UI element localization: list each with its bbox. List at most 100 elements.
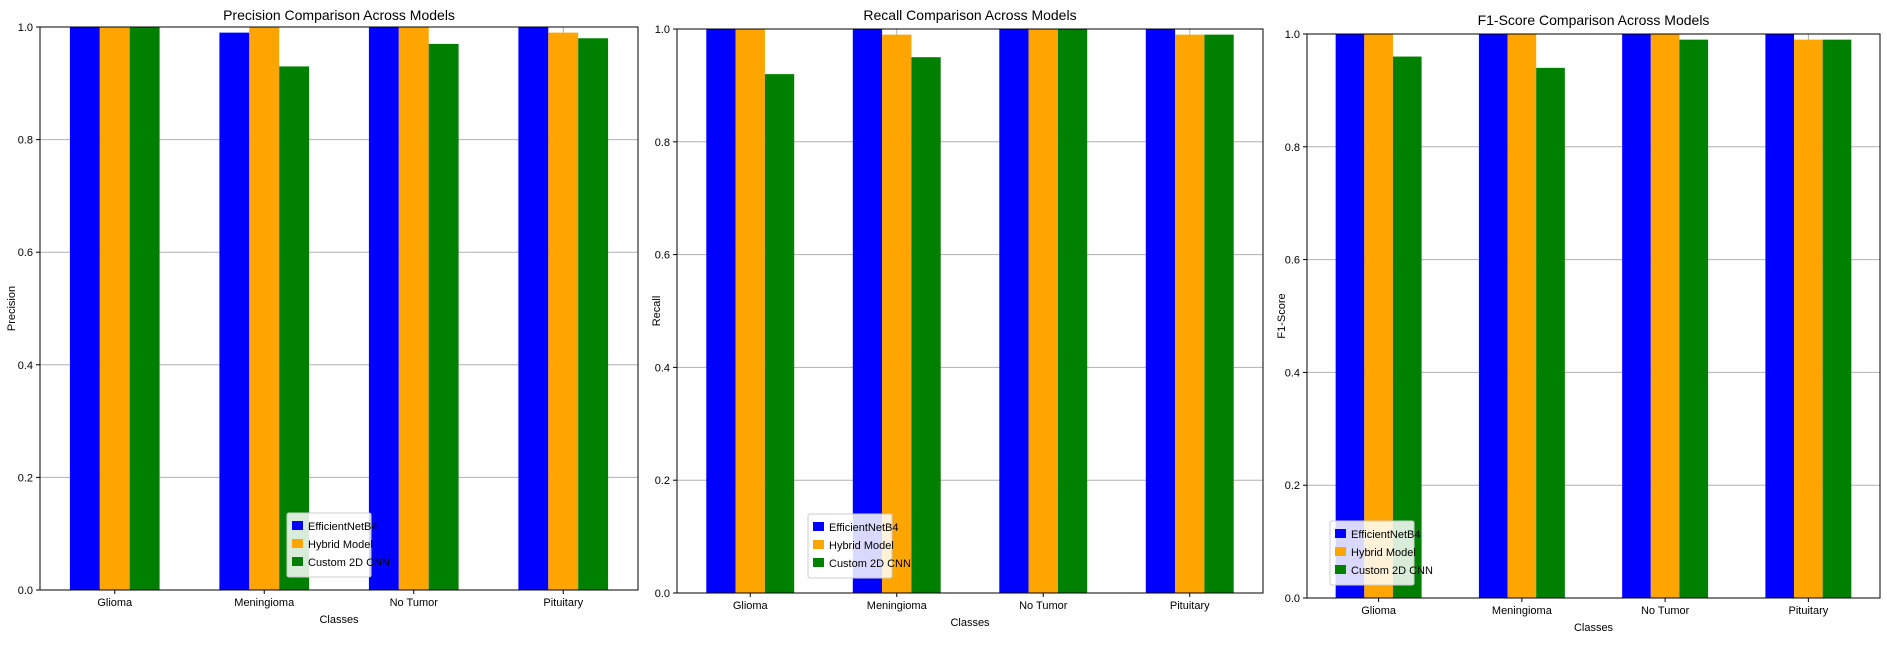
bar-efficientnetb4-no-tumor: [1622, 34, 1651, 598]
x-tick-label: Meningioma: [234, 597, 295, 609]
bar-custom-2d-cnn-glioma: [764, 74, 795, 594]
x-tick-label: Glioma: [733, 600, 769, 612]
y-tick-label: 0.8: [655, 137, 670, 149]
bar-efficientnetb4-glioma: [69, 27, 100, 590]
recall-chart: 0.0 0.2 0.4 0.6 0.8 1.0 Glioma Meningioma No Tum…: [651, 7, 1264, 629]
bar-hybrid-model-glioma: [99, 27, 130, 590]
f1-score-chart: 0.0 0.2 0.4 0.6 0.8 1.0 Glioma Meningioma No Tum…: [1276, 12, 1881, 634]
bar-hybrid-model-meningioma: [249, 27, 280, 590]
legend-swatch-efficientnetb4: [292, 521, 303, 530]
chart-title: Precision Comparison Across Models: [223, 7, 455, 23]
bar-hybrid-model-no-tumor: [1028, 29, 1058, 593]
legend-swatch-custom-2d-cnn: [813, 558, 824, 567]
y-tick-label: 0.6: [1285, 255, 1300, 267]
legend-label-efficientnetb4: EfficientNetB4: [308, 521, 378, 533]
legend: EfficientNetB4 Hybrid Model Custom 2D CNN: [286, 512, 390, 578]
x-axis-label: Classes: [950, 617, 990, 629]
legend-swatch-hybrid-model: [813, 540, 824, 549]
chart-title: Recall Comparison Across Models: [863, 7, 1076, 23]
bar-efficientnetb4-no-tumor: [999, 29, 1029, 593]
bar-hybrid-model-glioma: [735, 29, 765, 593]
bar-efficientnetb4-pituitary: [1145, 29, 1176, 593]
chart-title: F1-Score Comparison Across Models: [1478, 12, 1710, 28]
legend-box: [1329, 520, 1415, 586]
legend-swatch-hybrid-model: [292, 539, 303, 548]
y-tick-label: 0.4: [18, 360, 33, 372]
y-tick-label: 0.6: [655, 250, 670, 262]
bar-custom-2d-cnn-pituitary: [1204, 34, 1234, 593]
precision-chart: 0.0 0.2 0.4 0.6 0.8 1.0 Glioma Meningioma No Tum…: [6, 7, 639, 626]
bar-hybrid-model-no-tumor: [398, 27, 429, 590]
y-tick-label: 0.8: [18, 135, 33, 147]
legend-label-custom-2d-cnn: Custom 2D CNN: [1351, 565, 1433, 577]
y-tick-label: 0.0: [18, 585, 33, 597]
y-axis-label: Precision: [6, 286, 18, 331]
bar-efficientnetb4-meningioma: [1478, 34, 1508, 598]
bar-custom-2d-cnn-pituitary: [1822, 39, 1852, 598]
legend-label-hybrid-model: Hybrid Model: [308, 539, 373, 551]
bar-hybrid-model-meningioma: [882, 34, 912, 593]
bar-custom-2d-cnn-no-tumor: [1679, 39, 1709, 598]
x-tick-label: Pituitary: [1170, 600, 1210, 612]
bar-custom-2d-cnn-meningioma: [279, 66, 310, 590]
y-tick-label: 0.4: [655, 362, 670, 374]
x-tick-label: Glioma: [1361, 605, 1397, 617]
y-tick-label: 0.2: [18, 472, 33, 484]
bar-efficientnetb4-no-tumor: [368, 27, 399, 590]
bar-efficientnetb4-meningioma: [219, 32, 250, 590]
legend-swatch-efficientnetb4: [1335, 529, 1346, 538]
legend-label-hybrid-model: Hybrid Model: [829, 540, 894, 552]
legend-box: [286, 512, 372, 578]
x-axis-label: Classes: [319, 614, 359, 626]
y-tick-label: 0.0: [1285, 593, 1300, 605]
y-tick-label: 0.8: [1285, 142, 1300, 154]
bar-hybrid-model-meningioma: [1507, 34, 1537, 598]
y-tick-label: 0.6: [18, 247, 33, 259]
bar-custom-2d-cnn-meningioma: [911, 57, 941, 593]
bar-custom-2d-cnn-pituitary: [578, 38, 609, 590]
bar-custom-2d-cnn-glioma: [1392, 56, 1422, 599]
x-tick-label: Glioma: [97, 597, 133, 609]
y-tick-label: 0.2: [655, 475, 670, 487]
bar-hybrid-model-pituitary: [548, 32, 579, 590]
bar-hybrid-model-pituitary: [1794, 39, 1823, 598]
bar-custom-2d-cnn-no-tumor: [1057, 29, 1088, 593]
y-tick-label: 1.0: [1285, 29, 1300, 41]
bar-efficientnetb4-meningioma: [852, 29, 883, 593]
x-tick-label: Pituitary: [543, 597, 583, 609]
bar-hybrid-model-no-tumor: [1650, 34, 1680, 598]
y-tick-label: 0.0: [655, 588, 670, 600]
y-axis-label: F1-Score: [1276, 293, 1288, 338]
legend-label-hybrid-model: Hybrid Model: [1351, 547, 1416, 559]
y-tick-label: 1.0: [655, 24, 670, 36]
legend-swatch-hybrid-model: [1335, 547, 1346, 556]
y-axis-label: Recall: [651, 296, 663, 327]
legend-swatch-efficientnetb4: [813, 522, 824, 531]
bar-custom-2d-cnn-meningioma: [1536, 67, 1565, 599]
legend: EfficientNetB4 Hybrid Model Custom 2D CNN: [807, 513, 911, 579]
y-tick-label: 0.2: [1285, 480, 1300, 492]
legend-label-custom-2d-cnn: Custom 2D CNN: [308, 557, 390, 569]
axes-frame: [676, 28, 1264, 594]
bar-efficientnetb4-pituitary: [1765, 34, 1795, 598]
legend-swatch-custom-2d-cnn: [1335, 565, 1346, 574]
x-tick-label: Meningioma: [867, 600, 928, 612]
legend-box: [807, 513, 893, 579]
legend-label-custom-2d-cnn: Custom 2D CNN: [829, 558, 911, 570]
legend: EfficientNetB4 Hybrid Model Custom 2D CNN: [1329, 520, 1433, 586]
bar-hybrid-model-glioma: [1364, 34, 1393, 598]
x-tick-label: Meningioma: [1492, 605, 1553, 617]
bar-custom-2d-cnn-glioma: [129, 27, 160, 590]
bar-efficientnetb4-pituitary: [518, 27, 549, 590]
axes-frame: [1306, 33, 1881, 599]
axes-frame: [39, 26, 639, 591]
legend-swatch-custom-2d-cnn: [292, 557, 303, 566]
x-tick-label: No Tumor: [1019, 600, 1068, 612]
y-tick-label: 0.4: [1285, 367, 1300, 379]
x-tick-label: Pituitary: [1789, 605, 1829, 617]
legend-label-efficientnetb4: EfficientNetB4: [1351, 529, 1421, 541]
bar-custom-2d-cnn-no-tumor: [428, 43, 459, 590]
x-axis-label: Classes: [1574, 622, 1614, 634]
bar-hybrid-model-pituitary: [1175, 34, 1205, 593]
x-tick-label: No Tumor: [390, 597, 439, 609]
